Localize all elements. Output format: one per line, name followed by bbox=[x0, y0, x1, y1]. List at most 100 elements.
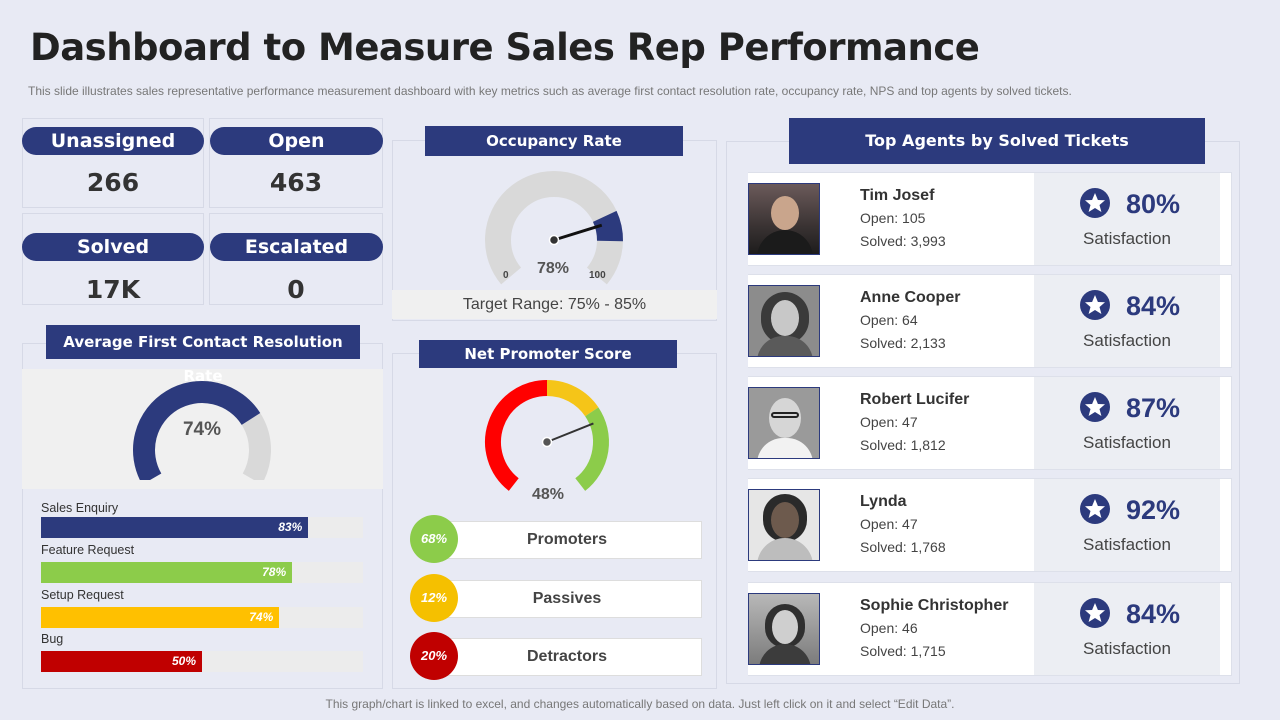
agent-photo bbox=[748, 285, 820, 357]
avatar-glasses bbox=[771, 412, 799, 418]
agent-open: Open: 64 bbox=[860, 312, 918, 328]
kpi-value-escalated: 0 bbox=[287, 275, 305, 304]
avatar-head bbox=[771, 502, 799, 538]
agent-satisfaction-box: 92% Satisfaction bbox=[1034, 479, 1220, 571]
footer-note: This graph/chart is linked to excel, and… bbox=[325, 697, 955, 711]
nps-gauge bbox=[485, 380, 609, 491]
fcr-gauge-value: 74% bbox=[182, 419, 222, 440]
kpi-value-solved: 17K bbox=[85, 275, 141, 304]
nps-promoters-badge: 68% bbox=[410, 515, 458, 563]
fcr-bar-track: 50% bbox=[41, 651, 363, 672]
nps-detractors-label: Detractors bbox=[526, 648, 608, 665]
agent-solved: Solved: 2,133 bbox=[860, 335, 946, 351]
avatar-head bbox=[771, 196, 799, 230]
fcr-gauge-arc bbox=[133, 381, 261, 480]
agent-satisfaction-value: 87% bbox=[1126, 393, 1181, 423]
star-icon bbox=[1080, 188, 1110, 218]
occupancy-value: 78% bbox=[536, 260, 570, 277]
occupancy-target-band bbox=[592, 210, 623, 242]
avatar-head bbox=[771, 300, 799, 336]
agent-card[interactable]: Anne Cooper Open: 64 Solved: 2,133 84% S… bbox=[748, 274, 1232, 368]
nps-detractors-badge: 20% bbox=[410, 632, 458, 680]
fcr-bar-value: 50% bbox=[171, 654, 196, 668]
agent-photo bbox=[748, 387, 820, 459]
occupancy-target-label: Target Range: 75% - 85% bbox=[462, 296, 647, 313]
occupancy-target-bg bbox=[392, 290, 717, 319]
occupancy-needle bbox=[553, 223, 603, 242]
agent-satisfaction-label: Satisfaction bbox=[1083, 535, 1171, 554]
avatar-body bbox=[757, 336, 813, 356]
agent-photo bbox=[748, 489, 820, 561]
star-icon bbox=[1080, 494, 1110, 524]
agent-name: Lynda bbox=[860, 493, 907, 510]
agent-name: Sophie Christopher bbox=[860, 597, 1009, 614]
fcr-bar-track: 83% bbox=[41, 517, 363, 538]
nps-needle-hub bbox=[541, 436, 553, 448]
agent-satisfaction-label: Satisfaction bbox=[1083, 433, 1171, 452]
agent-satisfaction-box: 80% Satisfaction bbox=[1034, 173, 1220, 265]
occupancy-gauge bbox=[485, 171, 623, 285]
agent-satisfaction-label: Satisfaction bbox=[1083, 639, 1171, 658]
fcr-bar-fill: 74% bbox=[41, 607, 280, 628]
agent-card[interactable]: Lynda Open: 47 Solved: 1,768 92% Satisfa… bbox=[748, 478, 1232, 572]
occupancy-max-label: 100 bbox=[589, 270, 606, 281]
nps-promoters-label: Promoters bbox=[526, 531, 608, 548]
agent-satisfaction-value: 92% bbox=[1126, 495, 1181, 525]
agent-satisfaction-value: 84% bbox=[1126, 599, 1181, 629]
agent-open: Open: 47 bbox=[860, 516, 918, 532]
fcr-bar-track: 74% bbox=[41, 607, 363, 628]
avatar-head bbox=[769, 398, 801, 438]
agent-solved: Solved: 1,715 bbox=[860, 643, 946, 659]
agent-open: Open: 105 bbox=[860, 210, 926, 226]
nps-needle bbox=[546, 422, 594, 443]
agent-card[interactable]: Robert Lucifer Open: 47 Solved: 1,812 87… bbox=[748, 376, 1232, 470]
agent-satisfaction-box: 87% Satisfaction bbox=[1034, 377, 1220, 469]
occupancy-needle-hub bbox=[548, 234, 560, 246]
kpi-label-unassigned: Unassigned bbox=[22, 127, 204, 155]
avatar-head bbox=[772, 610, 798, 644]
nps-row-passives bbox=[432, 580, 702, 618]
agent-solved: Solved: 1,768 bbox=[860, 539, 946, 555]
agent-name: Robert Lucifer bbox=[860, 391, 970, 408]
nps-passives-label: Passives bbox=[532, 590, 602, 607]
fcr-gauge bbox=[133, 381, 271, 480]
agent-solved: Solved: 3,993 bbox=[860, 233, 946, 249]
agent-card[interactable]: Sophie Christopher Open: 46 Solved: 1,71… bbox=[748, 582, 1232, 676]
nps-gauge-detractors-arc bbox=[485, 380, 548, 491]
nps-gauge-promoters-arc bbox=[575, 407, 609, 491]
agent-satisfaction-value: 80% bbox=[1126, 189, 1181, 219]
nps-title: Net Promoter Score bbox=[419, 340, 677, 368]
star-icon bbox=[1080, 598, 1110, 628]
agent-satisfaction-box: 84% Satisfaction bbox=[1034, 275, 1220, 367]
agent-name: Anne Cooper bbox=[860, 289, 961, 306]
fcr-bar-label: Sales Enquiry bbox=[41, 501, 119, 515]
nps-value: 48% bbox=[531, 486, 565, 503]
agent-satisfaction-box: 84% Satisfaction bbox=[1034, 583, 1220, 675]
agent-solved: Solved: 1,812 bbox=[860, 437, 946, 453]
fcr-title: Average First Contact Resolution Rate bbox=[46, 325, 360, 385]
kpi-label-open: Open bbox=[210, 127, 383, 155]
fcr-bar-value: 78% bbox=[262, 565, 287, 579]
star-icon bbox=[1080, 392, 1110, 422]
occupancy-min-label: 0 bbox=[503, 270, 509, 281]
agent-photo bbox=[748, 593, 820, 665]
fcr-bar-fill: 50% bbox=[41, 651, 202, 672]
page-title: Dashboard to Measure Sales Rep Performan… bbox=[30, 26, 980, 69]
agent-satisfaction-label: Satisfaction bbox=[1083, 229, 1171, 248]
fcr-bar-fill: 83% bbox=[41, 517, 309, 538]
nps-passives-badge: 12% bbox=[410, 574, 458, 622]
page-subtitle: This slide illustrates sales representat… bbox=[28, 84, 1072, 98]
agents-title: Top Agents by Solved Tickets bbox=[789, 118, 1205, 164]
agent-satisfaction-value: 84% bbox=[1126, 291, 1181, 321]
kpi-value-open: 463 bbox=[269, 168, 323, 197]
avatar-body bbox=[757, 538, 813, 560]
agent-name: Tim Josef bbox=[860, 187, 935, 204]
fcr-bar-value: 74% bbox=[249, 610, 274, 624]
agent-card[interactable]: Tim Josef Open: 105 Solved: 3,993 80% Sa… bbox=[748, 172, 1232, 266]
kpi-label-solved: Solved bbox=[22, 233, 204, 261]
fcr-bar-label: Bug bbox=[41, 632, 64, 646]
avatar-body bbox=[759, 644, 811, 664]
nps-gauge-passives-arc bbox=[546, 380, 599, 417]
nps-row-promoters bbox=[432, 521, 702, 559]
agent-satisfaction-label: Satisfaction bbox=[1083, 331, 1171, 350]
